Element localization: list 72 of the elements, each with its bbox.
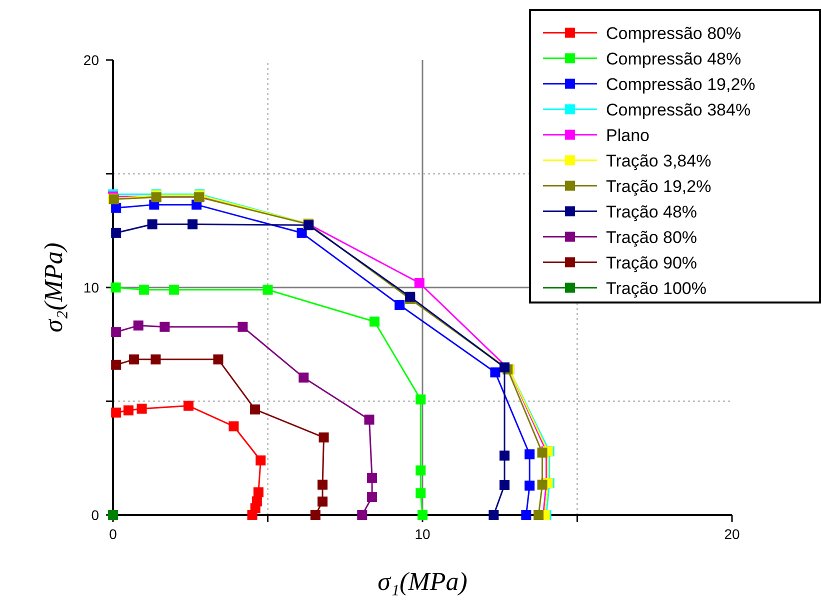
point [110,282,121,292]
point [150,354,161,364]
point [129,354,140,364]
point [414,278,424,288]
point [416,394,426,404]
point [253,487,264,498]
x-tick-label: 20 [724,526,740,542]
point [416,465,426,476]
point [250,404,260,414]
point [537,448,548,458]
point [247,510,258,520]
legend-label: Tração 3,84% [606,151,712,170]
point [521,510,532,520]
point [490,367,500,378]
legend-label: Compressão 384% [606,100,751,120]
point [147,219,158,230]
point [123,405,134,416]
legend-label: Plano [606,126,650,145]
point [364,414,374,425]
legend-label: Tração 48% [606,202,698,222]
legend-label: Tração 80% [606,228,698,247]
point [111,360,122,370]
point [357,510,368,520]
point [318,432,329,442]
point [298,372,309,383]
point [168,284,179,295]
point [500,450,510,461]
point [188,219,198,230]
point [488,510,499,520]
point [256,455,266,466]
point [367,492,378,502]
point [500,480,510,490]
point [524,449,535,460]
point [111,202,122,213]
point [524,480,535,491]
point [367,472,378,483]
point [213,354,224,364]
point [111,327,122,338]
x-axis-title: σ₁(MPa) [378,567,468,596]
point [418,510,428,520]
point [370,316,380,327]
x-tick-label: 0 [109,526,118,542]
point [537,480,548,490]
point [111,408,122,418]
point [136,404,147,414]
legend-label: Tração 90% [606,253,698,272]
point [310,510,320,520]
legend-label: Compressão 48% [606,49,742,68]
y-tick-label: 20 [83,52,100,68]
point [238,322,248,332]
point [318,480,328,490]
legend-label: Compressão 19,2% [606,74,756,94]
legend-label: Tração 100% [606,278,706,298]
point [160,322,170,332]
point [500,362,510,372]
point [416,488,426,498]
y-tick-label: 10 [83,280,100,296]
x-tick-label: 10 [414,526,430,542]
point [262,284,273,295]
y-tick-label: 0 [91,507,100,523]
legend-label: Compressão 80% [606,24,742,43]
point [318,496,328,507]
point [184,400,194,411]
legend-label: Tração 19,2% [606,176,712,196]
point [534,510,544,520]
y-axis-title: σ₂(MPa) [39,242,68,332]
point [138,284,149,295]
point [394,300,405,310]
point [228,421,239,432]
point [133,320,144,330]
point [296,228,307,238]
point [111,228,122,238]
